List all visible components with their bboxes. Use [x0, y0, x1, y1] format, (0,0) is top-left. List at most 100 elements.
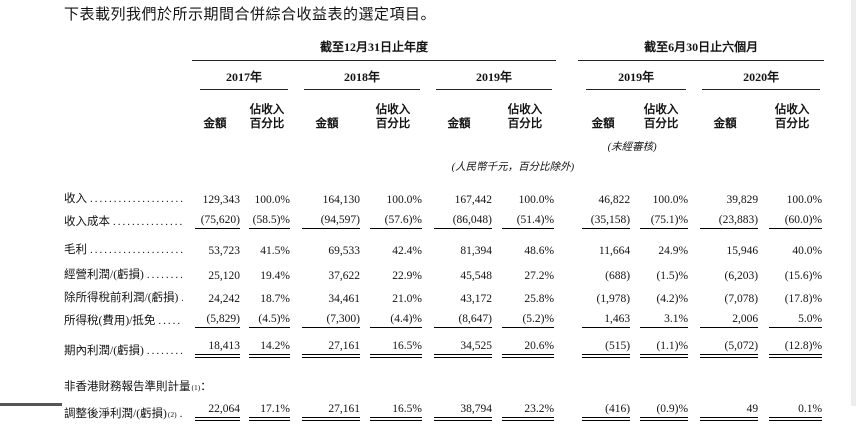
col-header-pct: 佔收入 百分比 — [760, 90, 824, 134]
table-row: 期內利潤/(虧損)...............................… — [64, 331, 824, 361]
column-gap — [556, 90, 574, 134]
column-gap — [556, 308, 574, 331]
percent-cell: 22.9% — [392, 269, 422, 282]
percent-cell: 100.0% — [652, 193, 689, 206]
row-label: 毛利......................................… — [64, 232, 188, 260]
amount-cell: (8,647) — [424, 308, 494, 331]
percent-cell: (60.0)% — [760, 209, 824, 232]
row-label-text: 收入 — [64, 192, 87, 205]
spacer-cell — [574, 154, 824, 186]
amount-cell: (35,158) — [574, 209, 632, 232]
amount-cell: (416) — [574, 397, 632, 424]
page-edge-shadow — [851, 0, 856, 406]
amount-cell: (7,078) — [724, 292, 759, 305]
dot-leader: ........................................… — [180, 408, 183, 420]
percent-cell: (58.5)% — [242, 209, 292, 232]
percent-cell: 24.9% — [658, 244, 689, 257]
col-header-pct-line1: 佔收入 — [643, 104, 679, 116]
percent-cell: 5.0% — [760, 308, 824, 331]
spacer-cell — [690, 134, 824, 154]
percent-cell: 27.2% — [524, 269, 555, 282]
percent-cell: (57.6)% — [362, 209, 424, 232]
row-label: 除所得稅前利潤/(虧損)............................… — [64, 285, 188, 308]
col-header-pct: 佔收入 百分比 — [632, 90, 690, 134]
period-group-annual-label: 截至12月31日止年度 — [192, 38, 557, 61]
year-header-2018: 2018年 — [292, 61, 424, 90]
amount-cell: 24,242 — [208, 292, 240, 305]
amount-cell: (94,597) — [292, 209, 362, 232]
period-group-interim-label: 截至6月30日止六個月 — [578, 38, 825, 61]
dot-leader: ........................................… — [181, 292, 183, 304]
spacer-cell — [64, 154, 424, 186]
percent-cell: 42.4% — [392, 244, 422, 257]
year-header-2017: 2017年 — [188, 61, 292, 90]
amount-cell: 34,461 — [328, 292, 360, 305]
amount-cell: (7,300) — [292, 308, 362, 331]
amount-cell: (23,883) — [690, 209, 760, 232]
col-header-pct-line2: 百分比 — [375, 118, 411, 131]
col-header-pct-line1: 佔收入 — [249, 104, 285, 116]
table-row: 收入......................................… — [64, 186, 824, 209]
percent-cell: 17.1% — [242, 397, 292, 424]
amount-cell: 81,394 — [460, 244, 492, 257]
percent-cell: (4.2)% — [656, 292, 689, 305]
period-group-annual: 截至12月31日止年度 — [188, 38, 557, 61]
row-label-text: 期內利潤/(虧損) — [64, 344, 144, 357]
spacer-cell — [64, 134, 574, 154]
amount-cell: (75,620) — [188, 209, 242, 232]
group-header-row: 截至12月31日止年度 截至6月30日止六個月 — [64, 38, 825, 61]
percent-cell: 16.5% — [362, 331, 424, 361]
percent-cell: 23.2% — [494, 397, 556, 424]
amount-cell: (688) — [605, 269, 631, 282]
table-row: 毛利......................................… — [64, 232, 824, 260]
percent-cell: 25.8% — [524, 292, 555, 305]
col-header-amount: 金額 — [203, 118, 227, 131]
row-label-text: 經營利潤/(虧損) — [64, 268, 144, 281]
amount-cell: 129,343 — [202, 193, 240, 206]
percent-cell: (12.8)% — [760, 331, 824, 361]
column-gap — [556, 285, 574, 308]
col-header-pct: 佔收入 百分比 — [494, 90, 556, 134]
col-header-amount: 金額 — [591, 118, 615, 131]
dot-leader: ........................................… — [90, 192, 183, 205]
percent-cell: 0.1% — [760, 397, 824, 424]
percent-cell: 41.5% — [260, 244, 290, 257]
row-label: 收入......................................… — [64, 186, 188, 209]
amount-cell: 22,064 — [188, 397, 242, 424]
row-label-text: 調整後淨利潤/(虧損) — [64, 407, 167, 420]
percent-cell: 100.0% — [518, 193, 555, 206]
percent-cell: 18.7% — [260, 292, 290, 305]
unaudited-note: (未經審核) — [607, 141, 657, 153]
col-header-amount: 金額 — [315, 118, 339, 131]
financial-table: 截至12月31日止年度 截至6月30日止六個月 2017年 2018年 2019… — [64, 38, 825, 424]
amount-cell: (86,048) — [424, 209, 494, 232]
col-header-pct-line1: 佔收入 — [507, 104, 543, 116]
percent-cell: (17.8)% — [784, 292, 823, 305]
amount-cell: (515) — [574, 331, 632, 361]
dot-leader: ........................................… — [146, 344, 183, 357]
amount-cell: 45,548 — [460, 269, 492, 282]
unaudited-row: (未經審核) — [64, 134, 824, 154]
percent-cell: (4.5)% — [242, 308, 292, 331]
amount-cell: 37,622 — [328, 269, 360, 282]
year-header-2019-interim: 2019年 — [574, 61, 690, 90]
row-label-text: 收入成本 — [64, 215, 110, 228]
percent-cell: 40.0% — [792, 244, 823, 257]
amount-cell: (5,829) — [188, 308, 242, 331]
units-row: (人民幣千元，百分比除外) — [64, 154, 824, 186]
percent-cell: 3.1% — [632, 308, 690, 331]
amount-cell: 27,161 — [292, 397, 362, 424]
table-row: 收入成本....................................… — [64, 209, 824, 232]
dot-leader: ........................................… — [90, 243, 183, 256]
amount-cell: 1,463 — [574, 308, 632, 331]
amount-cell: 38,794 — [424, 397, 494, 424]
row-label: 非香港財務報告準則計量 (1)： — [64, 361, 824, 397]
percent-cell: (1.1)% — [632, 331, 690, 361]
spacer-cell — [64, 90, 188, 134]
amount-cell: 18,413 — [188, 331, 242, 361]
subheader-row: 金額 佔收入 百分比 金額 佔收入 百分比 金額 佔收入 百分比 金額 — [64, 90, 824, 134]
period-group-interim: 截至6月30日止六個月 — [574, 38, 825, 61]
percent-cell: 21.0% — [392, 292, 422, 305]
amount-cell: 27,161 — [292, 331, 362, 361]
col-header-pct-line2: 百分比 — [774, 118, 810, 131]
